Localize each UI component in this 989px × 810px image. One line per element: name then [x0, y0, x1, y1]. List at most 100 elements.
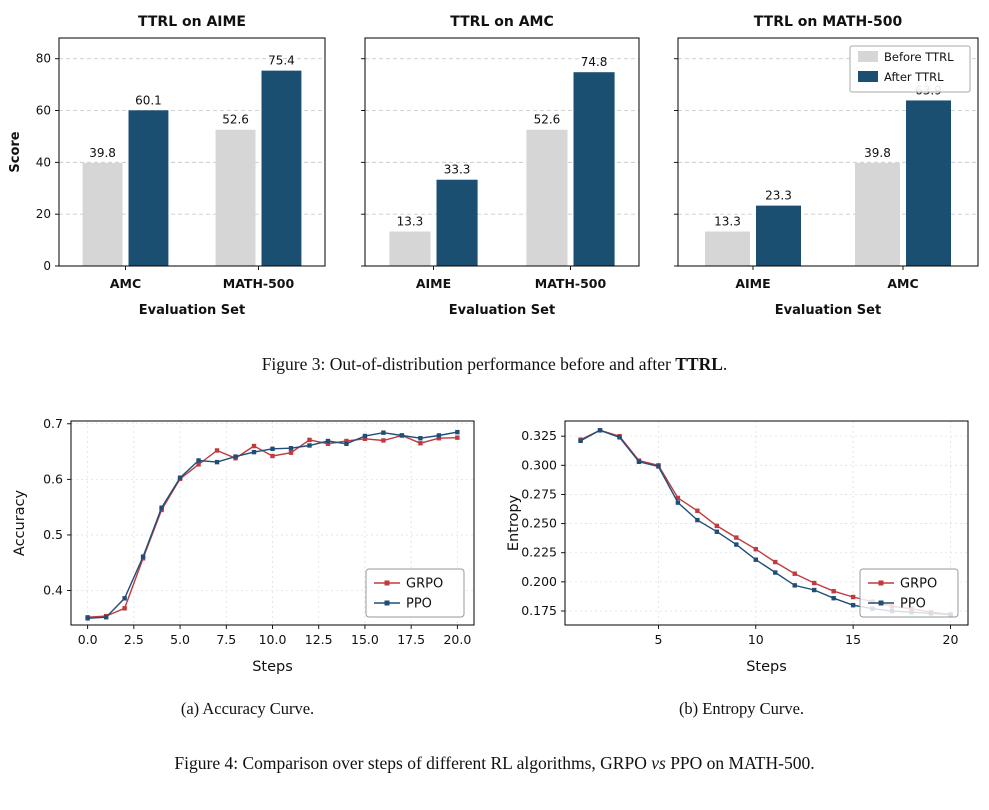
x-tick-label: 20.0 [443, 632, 471, 647]
bar-before-ttrl-math-500 [525, 129, 567, 266]
x-tick-label: 15 [845, 632, 861, 647]
marker-grpo [830, 588, 836, 594]
legend-marker-grpo [878, 580, 883, 586]
y-axis-label: Accuracy [12, 489, 28, 556]
marker-ppo [362, 433, 367, 439]
marker-grpo [362, 436, 367, 441]
y-tick-label: 0.325 [521, 428, 557, 443]
marker-ppo [140, 554, 145, 559]
plot-frame [677, 37, 979, 267]
y-tick-label: 0.250 [521, 516, 557, 531]
marker-ppo [577, 438, 583, 444]
chart-title: TTRL on AMC [450, 14, 554, 30]
x-tick-label: 5 [654, 632, 662, 647]
legend-box [859, 568, 958, 618]
marker-grpo [417, 441, 423, 446]
chart-title: TTRL on MATH-500 [754, 14, 903, 30]
marker-grpo [121, 606, 127, 611]
legend-label: GRPO [406, 577, 443, 592]
legend-box [365, 568, 464, 618]
plot-frame [70, 420, 474, 626]
figure3-caption-prefix: Figure 3: Out-of-distribution performanc… [261, 354, 676, 374]
accuracy-subcaption: (a) Accuracy Curve. [180, 699, 315, 718]
marker-grpo [158, 507, 164, 513]
bar-value-label: 39.8 [864, 146, 891, 160]
figure3-caption-suffix: . [722, 354, 728, 374]
bar-value-label: 13.3 [396, 215, 423, 229]
bar-value-label: 52.6 [533, 113, 560, 127]
marker-grpo [288, 450, 293, 455]
y-tick-label: 0.275 [521, 486, 557, 501]
y-tick-label: 0 [43, 259, 51, 273]
marker-grpo [753, 547, 758, 552]
marker-grpo [714, 523, 719, 529]
marker-grpo [694, 508, 700, 513]
marker-grpo [343, 438, 349, 444]
category-label: AIME [735, 276, 770, 291]
y-tick-label: 0.6 [43, 471, 63, 486]
bar-before-ttrl-aime [705, 231, 750, 266]
marker-ppo [269, 446, 275, 451]
marker-ppo [214, 459, 219, 465]
x-tick-label: 5.0 [170, 632, 190, 647]
category-label: MATH-500 [223, 276, 295, 291]
marker-ppo [772, 570, 777, 575]
x-tick-label: 10 [747, 632, 763, 647]
y-tick-label: 0.300 [521, 457, 557, 472]
marker-ppo [811, 587, 816, 593]
marker-grpo [675, 495, 680, 501]
marker-ppo [251, 449, 256, 455]
bar-after-ttrl-math-500 [573, 72, 615, 266]
marker-grpo [436, 436, 441, 441]
bar-value-label: 75.4 [268, 54, 295, 68]
bar-value-label: 60.1 [135, 93, 162, 107]
accuracy-line-chart: 0.0 2.5 5.0 7.5 10.0 12.5 15.0 17.5 20.0 0.4 0.5 0.… [12, 416, 474, 675]
marker-ppo [380, 430, 386, 435]
figure4-caption-suffix: PPO on MATH-500. [665, 753, 815, 773]
y-tick-label: 0.225 [521, 545, 557, 560]
marker-grpo [772, 559, 777, 565]
marker-grpo [195, 462, 201, 467]
legend-marker-ppo [878, 600, 883, 606]
figure3-caption: Figure 3: Out-of-distribution performanc… [0, 354, 989, 375]
marker-ppo [436, 433, 441, 438]
y-tick-label: 40 [36, 155, 51, 169]
marker-ppo [121, 596, 127, 601]
marker-ppo [195, 458, 201, 463]
figure4-line-charts-row: 0.0 2.5 5.0 7.5 10.0 12.5 15.0 17.5 20.0 0.4 0.5 0.… [0, 411, 989, 719]
bar-before-ttrl-amc [855, 162, 900, 266]
y-tick-label: 80 [36, 52, 51, 66]
marker-ppo [753, 557, 758, 562]
marker-ppo [399, 433, 404, 438]
marker-ppo [830, 595, 836, 601]
bar-value-label: 13.3 [714, 215, 741, 229]
y-tick-label: 20 [36, 207, 51, 221]
bar-after-ttrl-aime [436, 179, 478, 266]
marker-grpo [214, 448, 219, 453]
x-tick-label: 2.5 [123, 632, 143, 647]
figure4-caption-prefix: Figure 4: Comparison over steps of diffe… [174, 753, 652, 773]
x-tick-label: 12.5 [304, 632, 332, 647]
x-tick-label: 20 [942, 632, 958, 647]
bar-chart-ttrl-on-amc: 13.3 33.3 AIME 52.6 74.8 MATH-500 TTRL on AMC E… [360, 14, 639, 318]
marker-ppo [694, 517, 700, 523]
x-tick-label: 15.0 [351, 632, 379, 647]
marker-ppo [306, 443, 312, 448]
marker-ppo [733, 542, 739, 547]
marker-grpo [850, 594, 855, 600]
marker-ppo [232, 454, 238, 459]
entropy-line-chart: 5 10 15 20 0.175 0.200 0.225 0.250 0.275 0.300 0.3… [506, 420, 968, 675]
entropy-subcaption: (b) Entropy Curve. [678, 699, 805, 718]
y-axis-label: Entropy [506, 494, 522, 551]
y-tick-label: 0.175 [521, 603, 557, 618]
marker-ppo [636, 459, 641, 464]
y-tick-label: 0.4 [43, 583, 63, 598]
bar-value-label: 23.3 [765, 189, 792, 203]
bar-value-label: 33.3 [443, 163, 470, 177]
plot-frame [58, 37, 326, 267]
legend-label: After TTRL [884, 70, 944, 84]
category-label: AIME [415, 276, 450, 291]
x-tick-label: 17.5 [397, 632, 425, 647]
